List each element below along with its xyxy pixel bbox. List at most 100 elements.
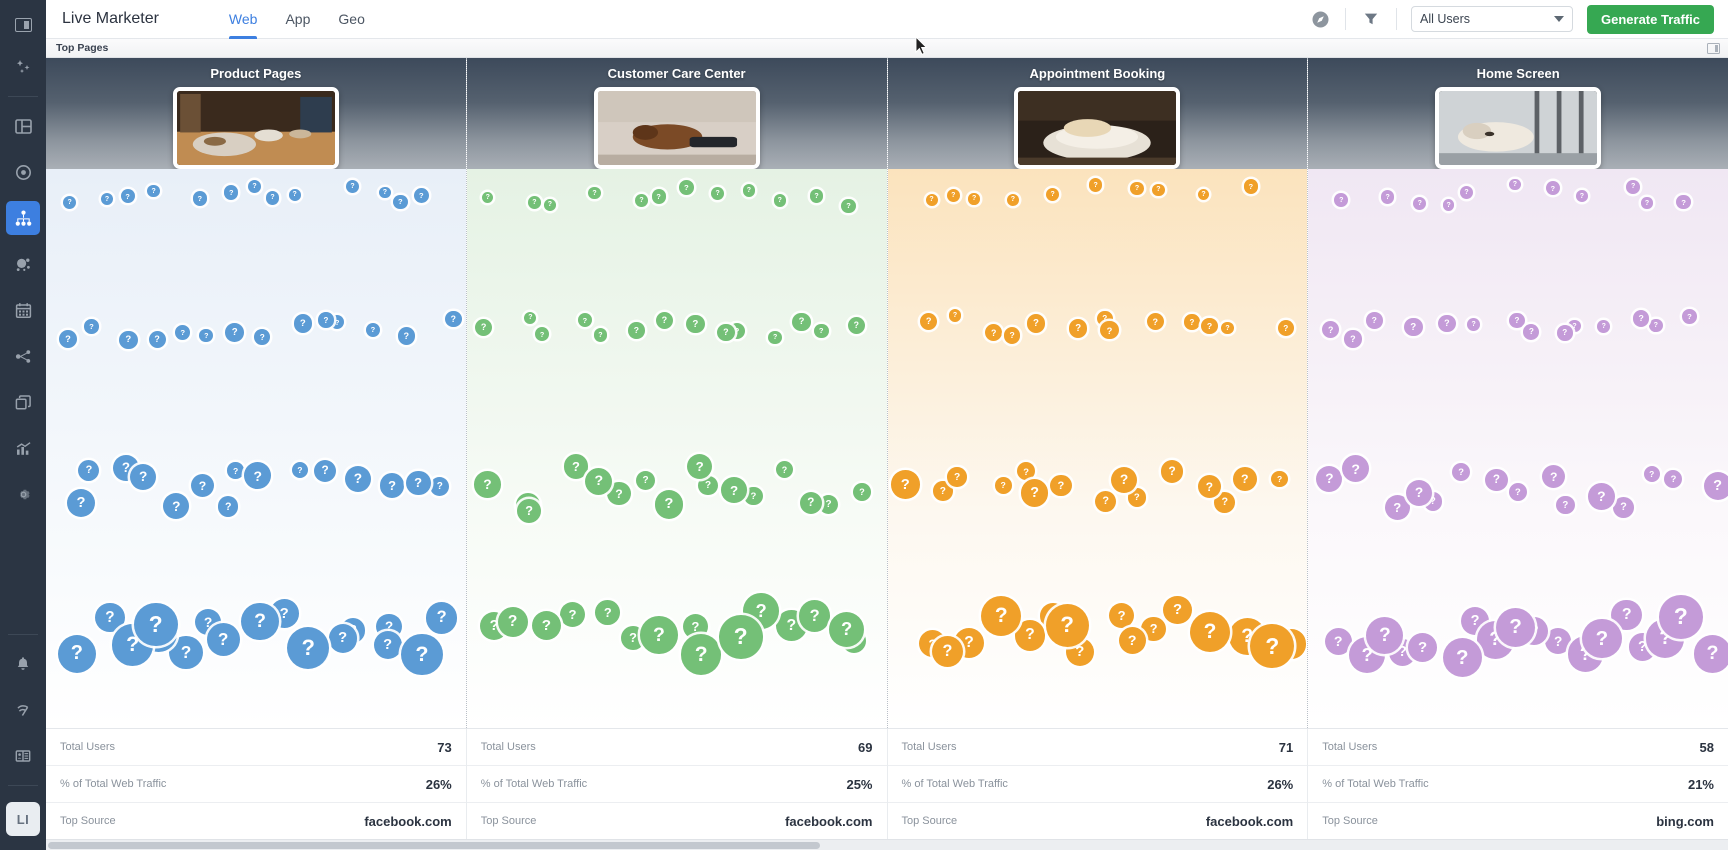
user-bubble[interactable]: ? <box>1160 459 1184 483</box>
user-bubble[interactable]: ? <box>1271 470 1288 488</box>
user-bubble[interactable]: ? <box>175 324 191 340</box>
user-bubble[interactable]: ? <box>1089 178 1103 192</box>
user-bubble[interactable]: ? <box>1442 637 1482 678</box>
user-bubble[interactable]: ? <box>985 324 1003 342</box>
user-bubble[interactable]: ? <box>1026 313 1046 333</box>
user-bubble[interactable]: ? <box>1576 190 1588 203</box>
user-bubble[interactable]: ? <box>813 323 829 339</box>
user-bubble[interactable]: ? <box>133 602 178 647</box>
user-bubble[interactable]: ? <box>1676 194 1692 210</box>
bell-icon[interactable] <box>6 647 40 681</box>
user-bubble[interactable]: ? <box>711 187 724 201</box>
user-bubble[interactable]: ? <box>721 477 747 503</box>
user-bubble[interactable]: ? <box>58 329 77 348</box>
user-bubble[interactable]: ? <box>1632 310 1650 327</box>
user-bubble[interactable]: ? <box>1403 317 1423 337</box>
sidebar-item-workflow[interactable] <box>6 339 40 373</box>
user-bubble[interactable]: ? <box>199 328 214 343</box>
user-bubble[interactable]: ? <box>1130 181 1144 196</box>
user-bubble[interactable]: ? <box>318 312 334 328</box>
user-bubble[interactable]: ? <box>635 471 656 491</box>
user-bubble[interactable]: ? <box>1184 314 1200 330</box>
user-bubble[interactable]: ? <box>288 189 301 201</box>
user-bubble[interactable]: ? <box>1324 628 1352 656</box>
user-bubble[interactable]: ? <box>1545 181 1560 196</box>
user-bubble[interactable]: ? <box>775 461 793 479</box>
user-bubble[interactable]: ? <box>1127 488 1146 507</box>
user-bubble[interactable]: ? <box>254 329 271 345</box>
user-bubble[interactable]: ? <box>563 454 589 480</box>
compass-icon[interactable] <box>1305 4 1335 34</box>
user-bubble[interactable]: ? <box>718 615 763 659</box>
user-bubble[interactable]: ? <box>528 196 541 209</box>
user-bubble[interactable]: ? <box>635 193 648 207</box>
user-bubble[interactable]: ? <box>373 631 402 660</box>
user-bubble[interactable]: ? <box>577 312 593 328</box>
user-bubble[interactable]: ? <box>768 330 782 345</box>
user-bubble[interactable]: ? <box>818 494 839 515</box>
user-bubble[interactable]: ? <box>100 192 114 206</box>
user-bubble[interactable]: ? <box>1556 495 1575 515</box>
user-bubble[interactable]: ? <box>1408 633 1437 663</box>
sidebar-item-dashboard[interactable] <box>6 109 40 143</box>
user-bubble[interactable]: ? <box>1613 497 1634 518</box>
user-bubble[interactable]: ? <box>792 312 811 332</box>
user-bubble[interactable]: ? <box>654 490 684 519</box>
user-bubble[interactable]: ? <box>1050 474 1072 497</box>
user-bubble[interactable]: ? <box>1095 490 1117 512</box>
user-bubble[interactable]: ? <box>1508 482 1528 502</box>
user-bubble[interactable]: ? <box>1110 466 1138 494</box>
user-bubble[interactable]: ? <box>535 327 550 342</box>
user-bubble[interactable]: ? <box>847 316 865 334</box>
user-bubble[interactable]: ? <box>1214 491 1236 513</box>
user-bubble[interactable]: ? <box>1438 314 1456 333</box>
user-bubble[interactable]: ? <box>1648 318 1663 333</box>
user-bubble[interactable]: ? <box>1582 619 1622 659</box>
user-bubble[interactable]: ? <box>925 193 938 207</box>
user-bubble[interactable]: ? <box>57 634 97 674</box>
user-bubble[interactable]: ? <box>1006 193 1019 206</box>
user-bubble[interactable]: ? <box>891 470 920 499</box>
user-bubble[interactable]: ? <box>1509 313 1525 329</box>
user-bubble[interactable]: ? <box>1197 188 1210 201</box>
user-bubble[interactable]: ? <box>247 179 262 193</box>
user-bubble[interactable]: ? <box>119 330 138 350</box>
user-bubble[interactable]: ? <box>1693 634 1728 673</box>
user-bubble[interactable]: ? <box>1545 627 1572 655</box>
user-bubble[interactable]: ? <box>655 311 674 330</box>
user-bubble[interactable]: ? <box>1523 323 1540 340</box>
user-bubble[interactable]: ? <box>1017 462 1036 481</box>
user-bubble[interactable]: ? <box>628 322 645 339</box>
user-bubble[interactable]: ? <box>686 453 713 480</box>
user-bubble[interactable]: ? <box>163 492 190 520</box>
user-bubble[interactable]: ? <box>1365 311 1383 329</box>
user-bubble[interactable]: ? <box>1243 179 1259 194</box>
user-bubble[interactable]: ? <box>853 483 871 502</box>
user-bubble[interactable]: ? <box>1014 620 1045 651</box>
user-bubble[interactable]: ? <box>1109 603 1135 629</box>
user-bubble[interactable]: ? <box>148 330 166 348</box>
user-bubble[interactable]: ? <box>968 193 980 205</box>
user-bubble[interactable]: ? <box>63 196 77 210</box>
sidebar-item-sitemap[interactable] <box>6 201 40 235</box>
tab-web[interactable]: Web <box>228 0 257 39</box>
user-bubble[interactable]: ? <box>593 328 608 342</box>
user-bubble[interactable]: ? <box>397 326 416 345</box>
user-bubble[interactable]: ? <box>1045 187 1060 202</box>
user-bubble[interactable]: ? <box>497 607 528 638</box>
sidebar-item-target[interactable] <box>6 155 40 189</box>
user-bubble[interactable]: ? <box>287 626 330 670</box>
user-bubble[interactable]: ? <box>405 470 431 496</box>
user-bubble[interactable]: ? <box>344 465 372 492</box>
user-bubble[interactable]: ? <box>678 180 694 195</box>
user-bubble[interactable]: ? <box>227 462 244 479</box>
audience-select[interactable]: All Users <box>1411 6 1573 32</box>
user-bubble[interactable]: ? <box>328 624 357 653</box>
user-bubble[interactable]: ? <box>994 476 1012 494</box>
user-bubble[interactable]: ? <box>1250 624 1295 668</box>
user-bubble[interactable]: ? <box>474 471 501 498</box>
page-thumbnail[interactable] <box>1014 87 1181 169</box>
user-bubble[interactable]: ? <box>1467 318 1480 332</box>
book-icon[interactable] <box>6 739 40 773</box>
user-bubble[interactable]: ? <box>84 319 99 335</box>
